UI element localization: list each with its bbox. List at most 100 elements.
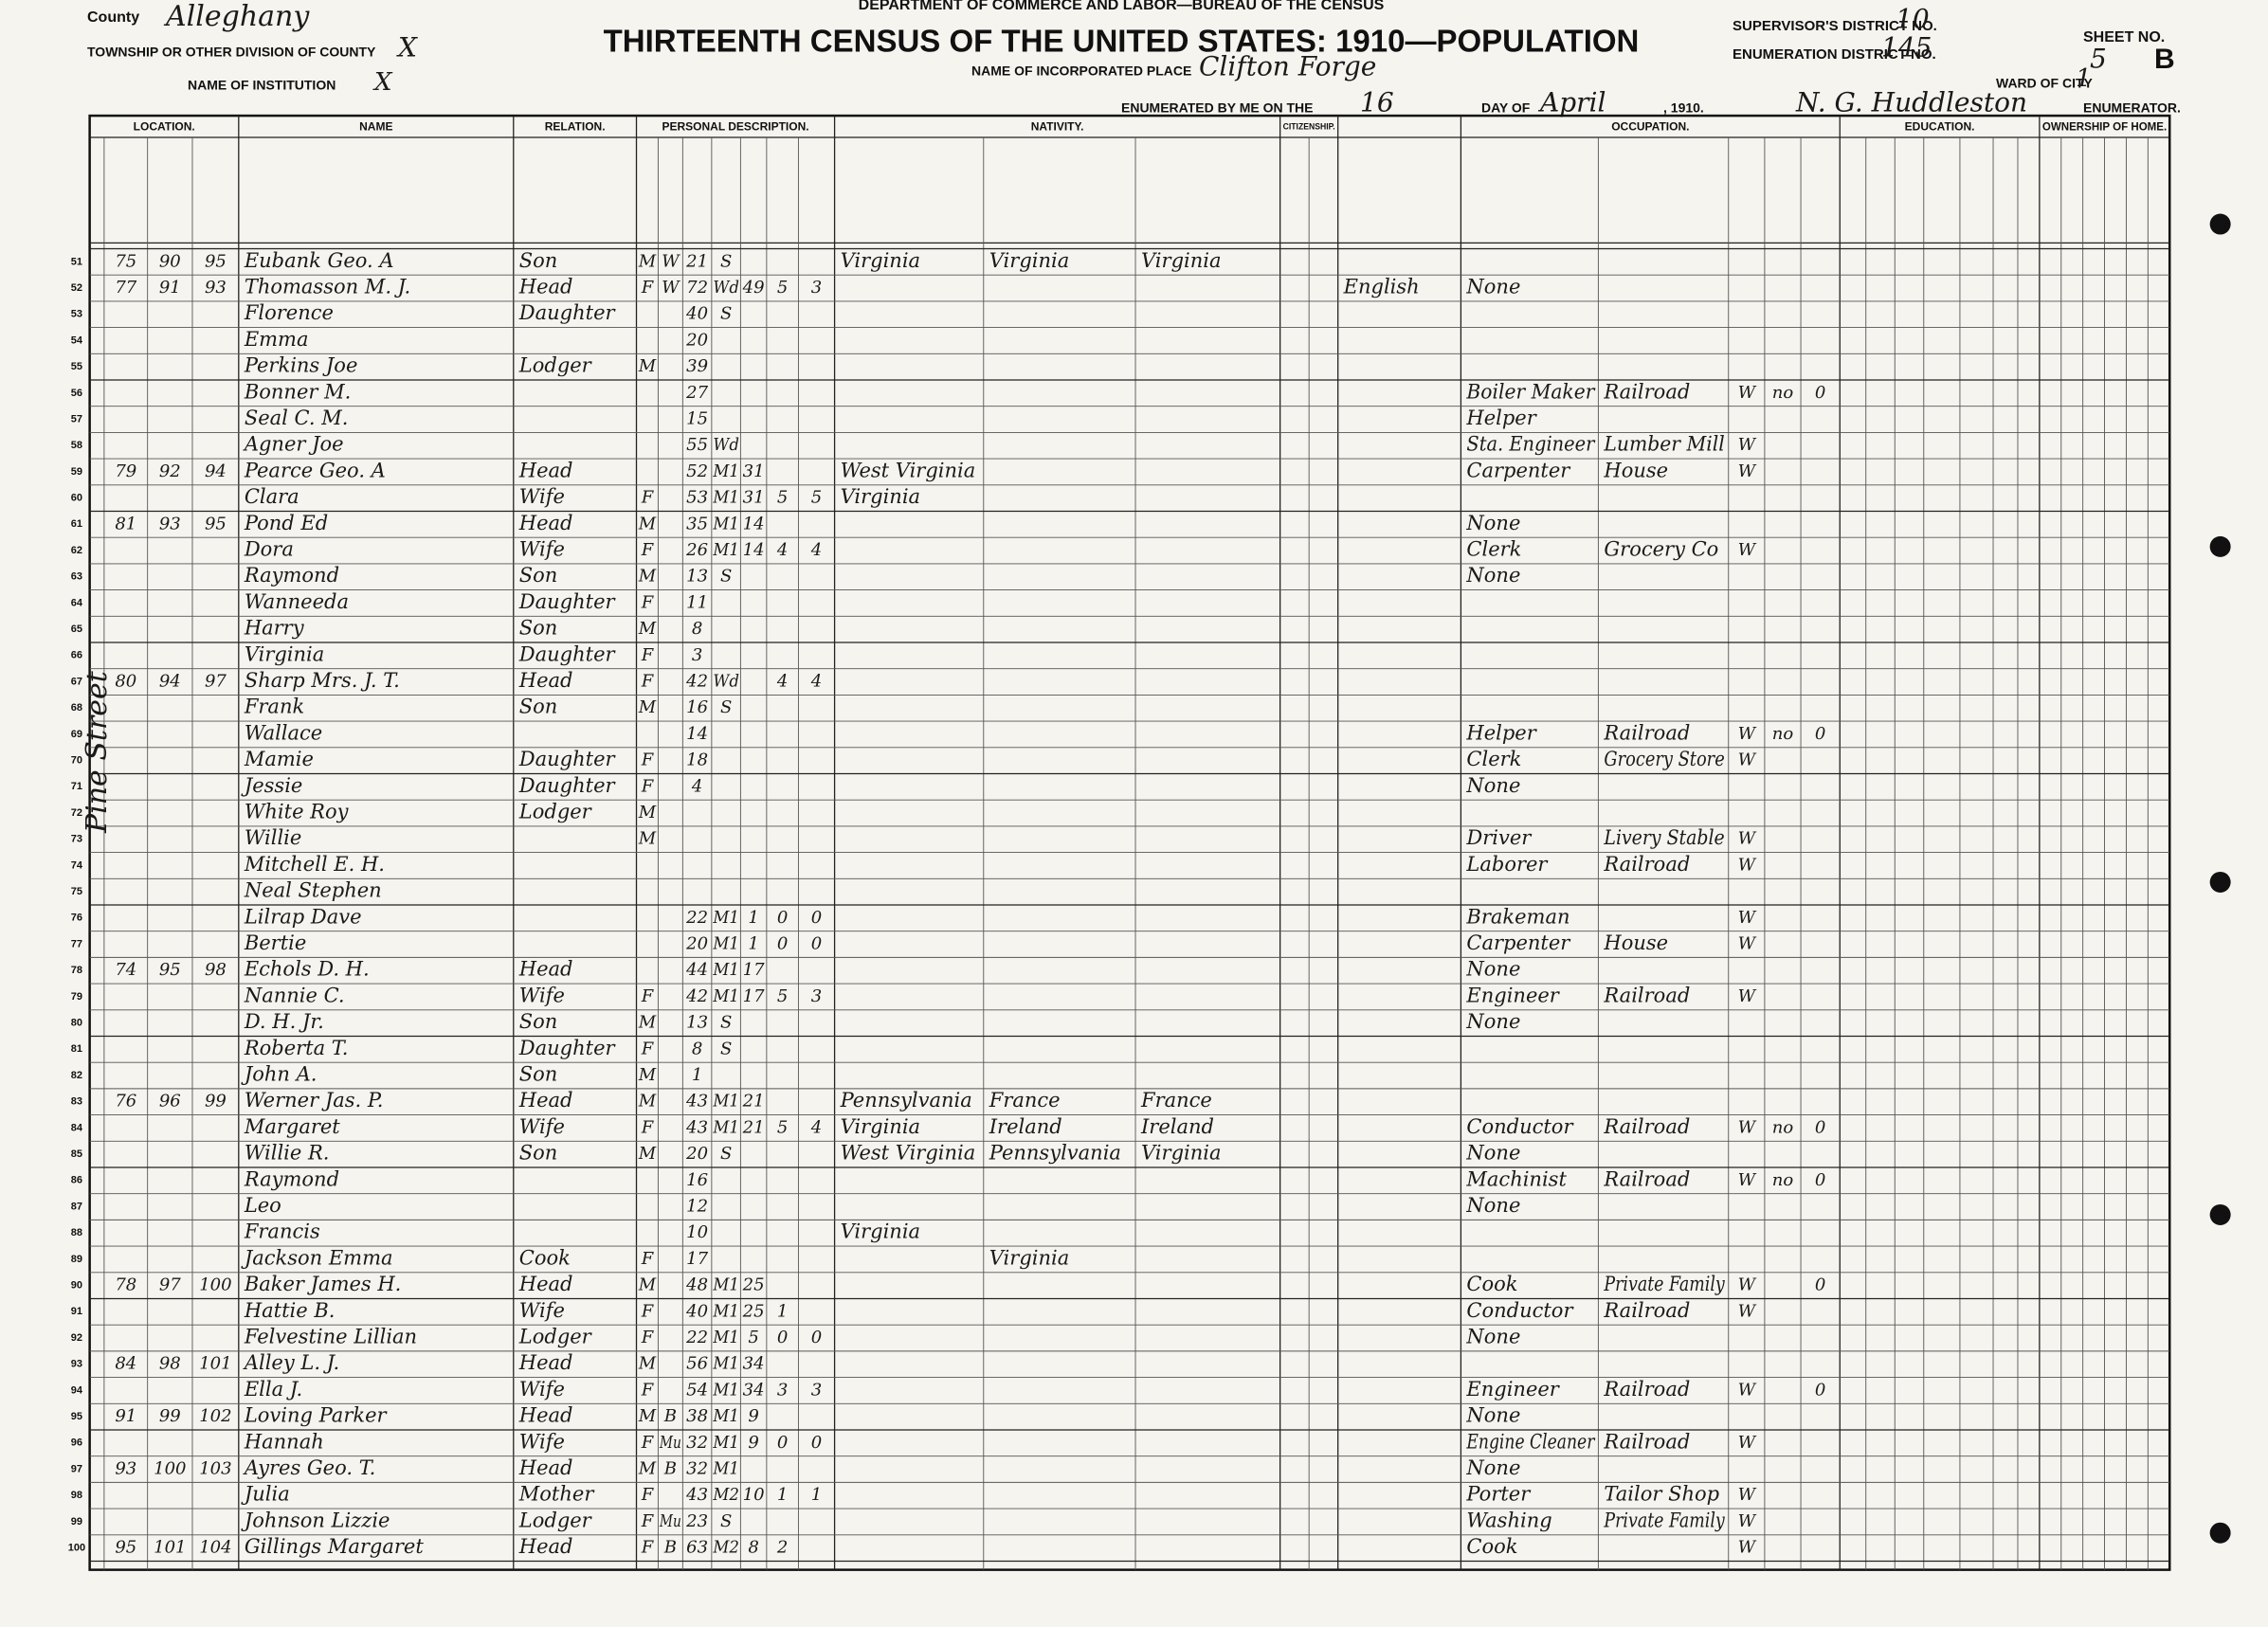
cell-occupation: None [1465,1404,1520,1427]
cell-line: 88 [71,1227,82,1238]
cell-house: 79 [115,461,136,481]
punch-hole [2209,1203,2231,1225]
cell-children-born: 5 [777,986,788,1006]
cell-marital: M1 [712,1117,738,1137]
cell-age: 32 [686,1433,708,1453]
cell-family: 99 [205,1092,227,1112]
cell-relation: Lodger [518,354,593,377]
cell-name: Frank [244,696,304,718]
group-header: OWNERSHIP OF HOME. [2042,119,2167,133]
cell-industry: Tailor Shop [1604,1483,1719,1506]
cell-father-birthplace: France [989,1089,1061,1112]
form-grid: LOCATION. NAME RELATION. PERSONAL DESCRIPTI… [81,114,2231,1571]
cell-occupation: Sta. Engineer [1466,433,1596,456]
enumerator-label: ENUMERATOR. [2083,100,2181,116]
cell-children-born: 5 [777,1117,788,1137]
cell-occupation: Clerk [1466,748,1521,770]
cell-industry: Lumber Mill [1603,433,1724,456]
cell-sex: M [638,356,657,376]
cell-occupation: Helper [1465,721,1537,744]
cell-employer: W [1738,1485,1757,1505]
cell-occupation: None [1465,958,1520,981]
cell-relation: Daughter [518,1037,617,1059]
cell-color: Mu [659,1433,681,1453]
cell-line: 87 [71,1201,82,1212]
cell-occupation: Conductor [1466,1299,1574,1322]
cell-age: 43 [685,1117,708,1137]
cell-children-born: 5 [777,488,788,508]
punch-hole [2209,1522,2231,1544]
cell-house: 78 [115,1275,136,1295]
cell-relation: Daughter [518,301,617,324]
cell-relation: Wife [519,1299,565,1322]
cell-age: 15 [686,409,708,429]
cell-name: Florence [244,301,334,324]
cell-mother-birthplace: Virginia [1141,1142,1221,1165]
cell-marital: M1 [712,514,738,533]
cell-dwelling: 95 [159,960,181,980]
cell-name: Ayres Geo. T. [243,1456,376,1479]
cell-name: Harry [244,617,305,640]
cell-marital: S [720,1013,732,1033]
department: DEPARTMENT OF COMMERCE AND LABOR—BUREAU … [859,0,1385,13]
cell-years-married: 1 [748,934,758,954]
sheet-side: B [2154,44,2175,75]
cell-weeks-out: 0 [1815,724,1825,744]
cell-marital: S [720,697,732,717]
cell-marital: S [720,1511,732,1531]
cell-name: Felvestine Lillian [244,1326,417,1348]
cell-line: 62 [71,545,82,556]
cell-children-living: 0 [811,934,822,954]
cell-sex: M [638,697,657,717]
cell-name: Raymond [244,564,339,587]
cell-children-born: 5 [777,278,788,298]
cell-line: 64 [71,597,83,608]
cell-name: John A. [241,1063,318,1086]
entries: 51 75 90 95 Eubank Geo. A Son M W 21 S Virginia Vir… [68,249,1826,1558]
cell-dwelling: 94 [159,672,181,692]
cell-line: 94 [71,1384,83,1396]
cell-sex: F [641,1328,655,1347]
cell-relation: Head [518,1089,573,1112]
cell-sex: M [638,829,657,849]
cell-name: Eubank Geo. A [244,249,394,272]
cell-children-living: 4 [810,540,822,560]
cell-children-living: 3 [811,278,822,298]
cell-relation: Daughter [518,748,617,770]
cell-line: 99 [71,1516,82,1528]
cell-employer: W [1738,1170,1757,1190]
cell-father-birthplace: Virginia [989,249,1069,272]
cell-name: Jessie [241,774,303,797]
cell-age: 26 [685,540,708,560]
cell-father-birthplace: Virginia [989,1246,1069,1269]
cell-years-married: 8 [748,1538,758,1558]
cell-years-married: 17 [743,986,765,1006]
cell-sex: F [641,645,655,665]
cell-line: 56 [71,388,82,399]
cell-name: Margaret [244,1115,340,1138]
cell-years-married: 34 [743,1354,765,1374]
cell-employer: W [1738,1117,1757,1137]
cell-age: 52 [686,461,708,481]
cell-name: Julia [241,1483,290,1506]
title: THIRTEENTH CENSUS OF THE UNITED STATES: … [604,24,1640,59]
cell-occupation: None [1465,1326,1520,1348]
cell-line: 69 [71,729,82,740]
cell-family: 101 [199,1354,231,1374]
cell-age: 16 [686,1170,708,1190]
cell-children-living: 0 [811,1433,822,1453]
cell-sex: F [641,776,655,796]
cell-family: 95 [205,514,227,533]
cell-line: 100 [68,1543,85,1554]
cell-sex: M [638,1354,657,1374]
group-header: LOCATION. [134,119,195,133]
cell-name: Willie [245,826,302,849]
cell-occupation: None [1465,564,1520,587]
cell-relation: Son [519,1063,558,1086]
cell-marital: M1 [712,986,738,1006]
cell-marital: M1 [712,540,738,560]
cell-family: 104 [199,1538,231,1558]
cell-occupation: Driver [1465,826,1533,849]
cell-line: 73 [71,834,82,845]
cell-line: 55 [71,361,82,372]
